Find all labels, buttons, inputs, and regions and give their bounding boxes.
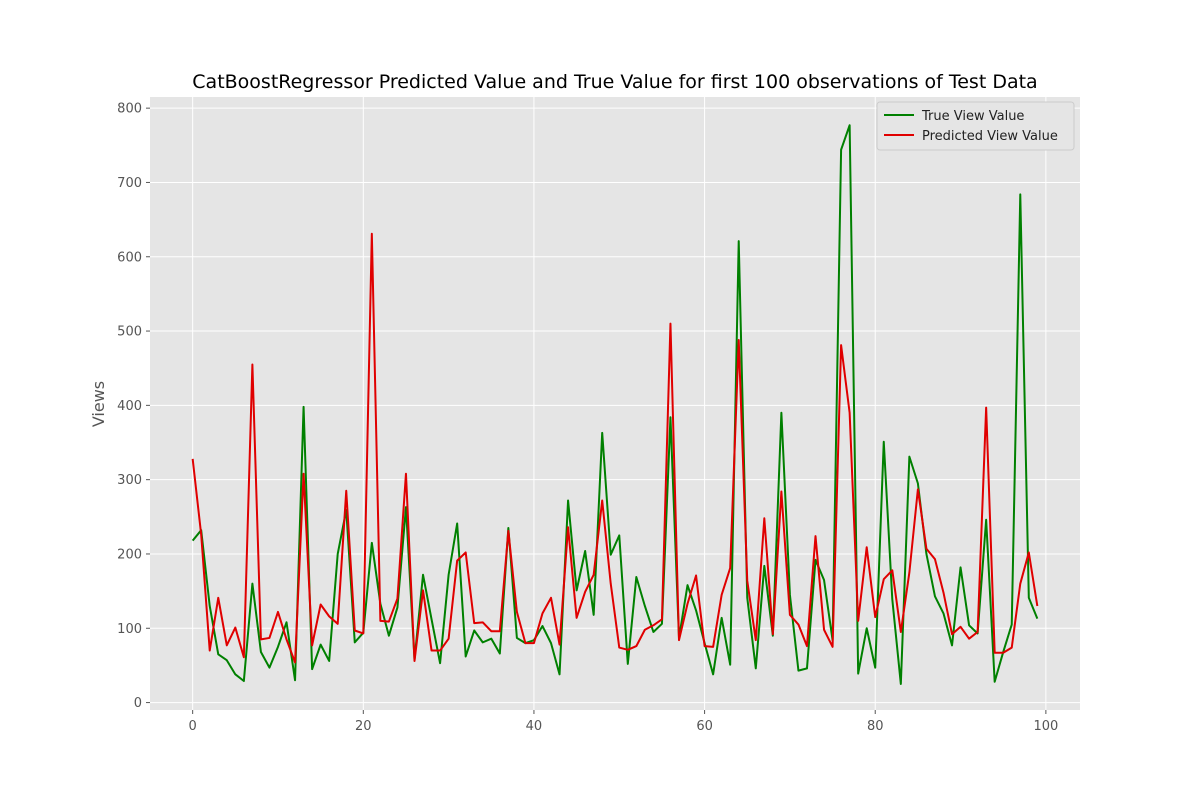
- grid: [150, 97, 1080, 710]
- x-axis: 0 20 40 60 80 100: [189, 710, 1058, 734]
- y-tick-label: 100: [117, 622, 142, 637]
- x-tick-label: 0: [189, 719, 197, 734]
- legend-label-predicted-view: Predicted View Value: [922, 129, 1058, 144]
- x-tick-label: 60: [696, 719, 713, 734]
- series-line-true-view-value: [191, 124, 1039, 685]
- chart-title: CatBoostRegressor Predicted Value and Tr…: [192, 71, 1037, 93]
- legend-box: [876, 101, 1075, 151]
- x-tick-label: 40: [526, 719, 543, 734]
- legend-label-true-view: True View Value: [921, 109, 1024, 124]
- y-tick-label: 600: [117, 250, 142, 265]
- y-tick-label: 0: [134, 696, 142, 711]
- y-tick-label: 500: [117, 325, 142, 340]
- y-tick-label: 300: [117, 473, 142, 488]
- x-tick-label: 20: [355, 719, 372, 734]
- x-tick-label: 80: [867, 719, 884, 734]
- y-axis-title: Views: [89, 381, 108, 427]
- series-line-predicted-view-value: [191, 232, 1039, 664]
- series-lines: [191, 124, 1039, 685]
- y-tick-label: 700: [117, 176, 142, 191]
- y-tick-label: 400: [117, 399, 142, 414]
- y-tick-label: 800: [117, 102, 142, 117]
- legend: True View Value Predicted View Value: [876, 101, 1075, 151]
- plot-background: [150, 97, 1080, 710]
- y-axis: 0 100 200 300 400 500 600 700 800: [117, 102, 150, 711]
- x-tick-label: 100: [1033, 719, 1058, 734]
- y-tick-label: 200: [117, 547, 142, 562]
